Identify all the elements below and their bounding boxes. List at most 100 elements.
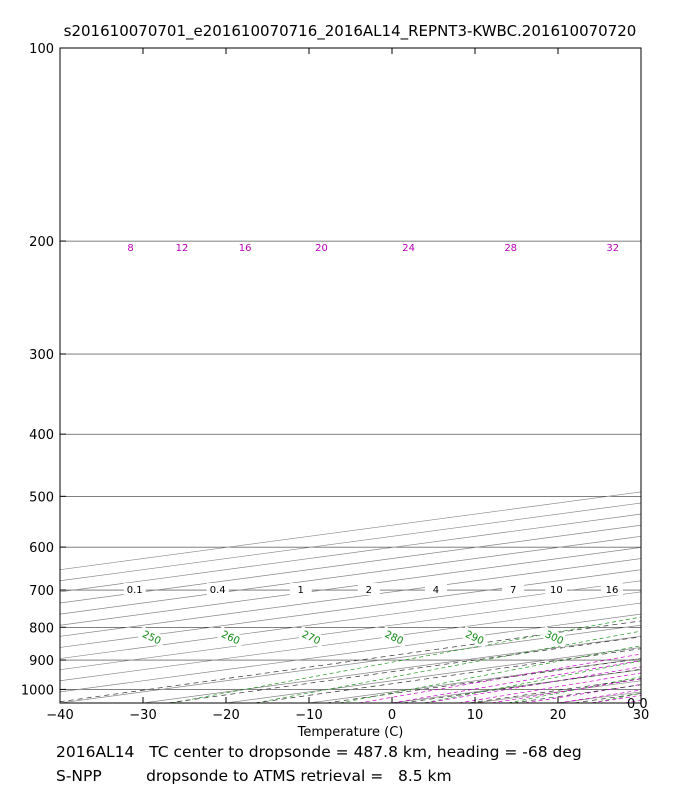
y-tick-label: 400 <box>29 428 54 443</box>
y-tick-label: 100 <box>29 42 54 57</box>
isotherm-line <box>60 502 641 582</box>
mixing-ratio-line <box>254 648 641 703</box>
dry-adiabat-label-bg <box>380 625 409 648</box>
moist-adiabat-line <box>658 196 700 703</box>
mixing-ratio-label: 0.4 <box>210 585 226 596</box>
moist-adiabat-label-bg <box>173 241 192 253</box>
mixing-ratio-line <box>402 668 641 703</box>
mixing-ratio-label-bg <box>424 583 447 596</box>
moist-adiabat-label: 32 <box>606 243 619 254</box>
moist-adiabat-label-bg <box>236 241 255 253</box>
mixing-ratio-line <box>325 658 641 703</box>
y-tick-label: 1000 <box>21 683 54 698</box>
mixing-ratio-label-bg <box>289 583 312 596</box>
moist-adiabat-line <box>458 672 641 703</box>
moist-adiabat-label-bg <box>121 241 140 253</box>
dry-adiabat-line <box>339 645 641 703</box>
x-tick-label: 0 <box>388 708 396 723</box>
dry-adiabat-line <box>171 616 641 703</box>
dry-adiabat-label-group: 260 <box>216 625 246 648</box>
y-tick-label: 700 <box>29 584 54 599</box>
dry-adiabat-line <box>507 676 641 703</box>
isotherm-line <box>60 613 641 693</box>
dry-adiabat-label-group: 280 <box>380 625 409 648</box>
y-tick-label: 300 <box>29 348 54 363</box>
dry-adiabat-label-group: 250 <box>137 625 167 648</box>
mixing-ratio-label: 7 <box>510 585 516 596</box>
mixing-ratio-label-bg <box>502 583 525 596</box>
mixing-ratio-label: 16 <box>606 585 619 596</box>
y-tick-label: 800 <box>29 621 54 636</box>
mixing-ratio-label: 10 <box>550 585 563 596</box>
mixing-ratio-label: 2 <box>366 585 372 596</box>
x-tick-label: 20 <box>550 708 567 723</box>
dry-adiabat-label-bg <box>137 625 167 648</box>
isotherm-line <box>60 491 641 571</box>
isotherm-line <box>60 558 641 637</box>
moist-adiabat-label-bg <box>312 241 331 253</box>
sounding-line <box>694 48 700 689</box>
dry-adiabat-label-bg <box>297 625 326 648</box>
dry-adiabat-line <box>676 48 700 703</box>
y-tick-label: 600 <box>29 541 54 556</box>
x-tick-label: −10 <box>295 708 322 723</box>
y-tick-label: 500 <box>29 490 54 505</box>
moist-adiabat-label-bg <box>501 241 520 253</box>
dry-adiabat-label-group: 270 <box>297 625 326 648</box>
x-tick-label: −30 <box>129 708 156 723</box>
x-tick-label: 30 <box>633 708 650 723</box>
mixing-ratio-label: 1 <box>298 585 304 596</box>
corner-label: 0 0 <box>627 697 648 712</box>
mixing-ratio-line <box>513 684 641 703</box>
isotherm-line <box>60 535 641 615</box>
dry-adiabat-line <box>423 660 641 703</box>
isotherm-line <box>60 513 641 593</box>
isotherm-line <box>640 702 641 703</box>
moist-adiabat-label-bg <box>399 241 418 253</box>
mixing-ratio-label: 0.1 <box>127 585 143 596</box>
y-tick-label: 900 <box>29 654 54 669</box>
chart-title: s201610070701_e201610070716_2016AL14_REP… <box>63 22 637 40</box>
moist-adiabat-label: 24 <box>402 243 415 254</box>
dry-adiabat-label-bg <box>540 625 569 648</box>
moist-adiabat-line <box>358 653 641 703</box>
moist-adiabat-label: 20 <box>315 243 328 254</box>
dry-adiabat-label-bg <box>460 625 490 648</box>
mixing-ratio-label-bg <box>600 583 623 596</box>
mixing-ratio-label-bg <box>545 583 568 596</box>
isotherm-line <box>474 680 641 703</box>
moist-adiabat-label: 28 <box>504 243 517 254</box>
x-tick-label: 10 <box>467 708 484 723</box>
isotherm-line <box>60 569 641 648</box>
mixing-ratio-label-bg <box>206 583 229 596</box>
plot-frame <box>59 47 642 704</box>
isotherm-line <box>60 602 641 682</box>
x-axis-label: Temperature (C) <box>297 725 404 740</box>
x-tick-label: −20 <box>212 708 239 723</box>
dry-adiabat-line <box>592 692 641 703</box>
isotherm-line <box>142 635 641 703</box>
isotherm-line <box>60 524 641 604</box>
mixing-ratio-label-bg <box>357 583 380 596</box>
isotherm-line <box>60 591 641 671</box>
moist-adiabat-label: 12 <box>176 243 189 254</box>
y-tick-label: 200 <box>29 235 54 250</box>
mixing-ratio-label: 4 <box>433 585 439 596</box>
moist-adiabat-line <box>591 694 641 703</box>
moist-adiabat-line <box>524 684 641 703</box>
moist-adiabat-label-bg <box>603 241 622 253</box>
dry-adiabat-line <box>255 630 641 703</box>
dry-adiabat-label-bg <box>216 625 246 648</box>
mixing-ratio-line <box>468 678 641 703</box>
footer-line-2: S-NPP dropsonde to ATMS retrieval = 8.5 … <box>56 767 452 785</box>
isotherm-line <box>60 580 641 659</box>
mixing-ratio-label-bg <box>123 583 146 596</box>
isotherm-line <box>60 547 641 626</box>
footer-line-1: 2016AL14 TC center to dropsonde = 487.8 … <box>56 743 582 761</box>
moist-adiabat-line <box>624 700 641 703</box>
sounding-line <box>679 274 700 692</box>
x-tick-label: −40 <box>46 708 73 723</box>
mixing-ratio-line <box>167 636 641 703</box>
dry-adiabat-label-group: 300 <box>540 625 569 648</box>
